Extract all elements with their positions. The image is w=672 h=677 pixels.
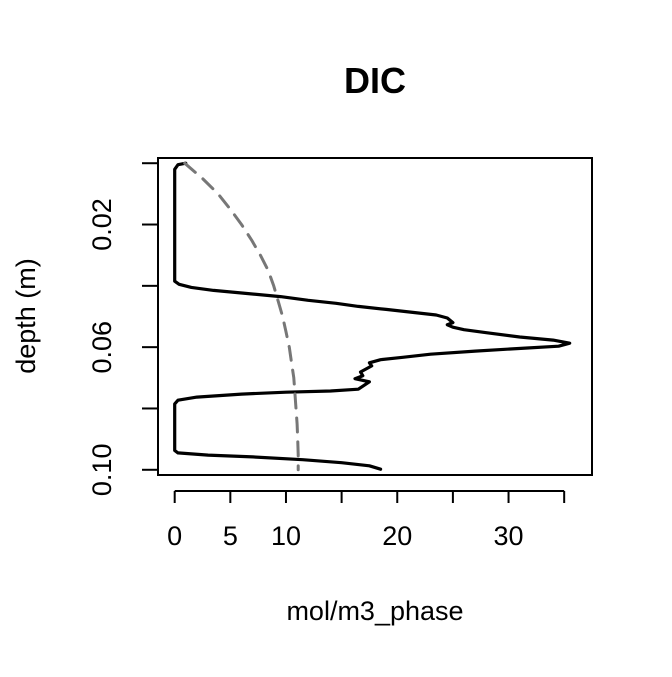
x-tick-label: 30	[494, 521, 524, 551]
y-tick-label: 0.10	[87, 444, 117, 497]
series-line-1	[173, 161, 572, 471]
chart-title: DIC	[344, 60, 406, 101]
y-tick-label: 0.06	[87, 321, 117, 374]
y-axis-label: depth (m)	[11, 258, 41, 374]
x-tick-label: 0	[167, 521, 182, 551]
x-tick-label: 20	[382, 521, 412, 551]
x-tick-label: 10	[271, 521, 301, 551]
x-tick-label: 5	[223, 521, 238, 551]
y-axis: 0.02 0.06 0.10	[87, 162, 158, 497]
series-layer	[173, 161, 572, 472]
x-axis-label: mol/m3_phase	[286, 596, 463, 626]
x-axis: 0 5 10 20 30	[167, 490, 566, 551]
plot-frame	[157, 157, 593, 476]
series-line-2	[183, 161, 300, 472]
y-tick-label: 0.02	[87, 198, 117, 251]
